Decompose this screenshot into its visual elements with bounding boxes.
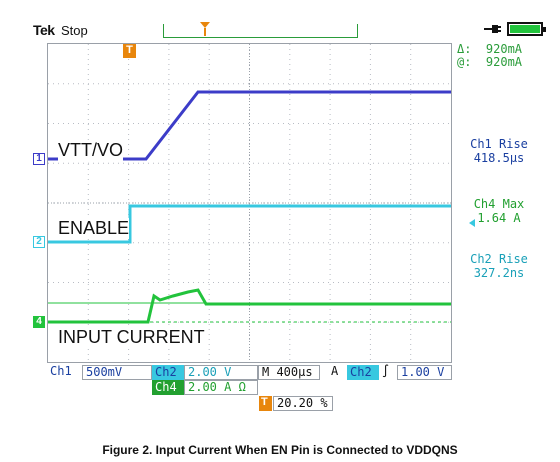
waveform-graticule xyxy=(47,43,452,363)
figure-caption: Figure 2. Input Current When EN Pin is C… xyxy=(102,443,458,457)
cursor-at-readout: @: 920mA xyxy=(457,55,523,69)
acquisition-mode[interactable]: A xyxy=(328,365,342,380)
trigger-position-tick xyxy=(204,28,206,36)
trigger-slope-icon[interactable]: ∫ xyxy=(379,365,396,380)
ch1-trace-label: VTT/VO xyxy=(58,140,124,161)
power-plug-icon xyxy=(484,25,501,33)
cursor-delta-readout: Δ: 920mA xyxy=(457,42,523,56)
measurement-value: 1.64 A xyxy=(477,211,521,225)
tek-logo: Tek xyxy=(33,22,55,38)
ch4-trace xyxy=(48,288,451,324)
trigger-position-percent[interactable]: 20.20 % xyxy=(273,396,333,411)
settings-row-2: Ch4 2.00 A Ω xyxy=(47,380,452,395)
timebase-setting[interactable]: M 400µs xyxy=(258,365,320,380)
ch4-trace-label: INPUT CURRENT xyxy=(58,327,205,348)
ch2-trace-label: ENABLE xyxy=(58,218,130,239)
waveform-display xyxy=(48,44,451,362)
battery-level-fill xyxy=(510,25,540,33)
measurement-name: Ch1 Rise xyxy=(470,137,528,151)
ch2-ground-marker[interactable]: 2 xyxy=(33,236,45,248)
ch4-ground-marker[interactable]: 4 xyxy=(33,316,45,328)
measurement-ch1-rise: Ch1 Rise 418.5µs xyxy=(457,137,541,165)
ch1-tag[interactable]: Ch1 xyxy=(47,365,82,380)
measurement-ch2-rise: Ch2 Rise 327.2ns xyxy=(457,252,541,280)
battery-nub xyxy=(543,27,546,32)
ch2-trace xyxy=(48,204,451,244)
ch2-tag[interactable]: Ch2 xyxy=(152,365,184,380)
trigger-time-marker: T xyxy=(123,44,136,58)
graticule-grid xyxy=(48,44,451,362)
ch4-scale[interactable]: 2.00 A Ω xyxy=(184,380,258,395)
ch1-ground-marker[interactable]: 1 xyxy=(33,153,45,165)
settings-row-3: T 20.20 % xyxy=(47,396,452,411)
trigger-position-icon: T xyxy=(259,396,272,411)
measurement-value: 418.5µs xyxy=(473,151,525,165)
measurement-ch4-max: Ch4 Max 1.64 A xyxy=(457,197,541,225)
trigger-position-marker xyxy=(200,22,210,28)
measurement-value: 327.2ns xyxy=(473,266,525,280)
acquisition-status: Stop xyxy=(61,23,88,38)
ch2-scale[interactable]: 2.00 V xyxy=(184,365,258,380)
trigger-level[interactable]: 1.00 V xyxy=(397,365,452,380)
record-position-bar xyxy=(163,22,358,38)
ch4-tag[interactable]: Ch4 xyxy=(152,380,184,395)
battery-icon xyxy=(507,22,546,36)
ch4-level-arrow-icon xyxy=(469,219,475,227)
trigger-source[interactable]: Ch2 xyxy=(347,365,379,380)
settings-row-1: Ch1 500mV Ch2 2.00 V M 400µs A Ch2 ∫ 1.0… xyxy=(47,365,452,380)
measurement-name: Ch4 Max xyxy=(473,197,525,211)
measurement-name: Ch2 Rise xyxy=(470,252,528,266)
ch1-scale[interactable]: 500mV xyxy=(82,365,152,380)
